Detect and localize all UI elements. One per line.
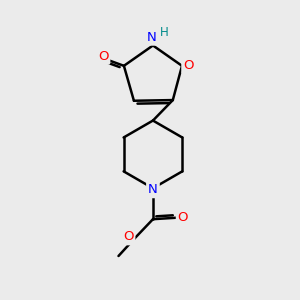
Text: O: O [123,230,134,243]
Text: N: N [147,31,156,44]
Text: O: O [98,50,108,63]
Text: O: O [178,211,188,224]
Text: N: N [148,183,158,196]
Text: H: H [160,26,169,39]
Text: O: O [183,59,194,72]
